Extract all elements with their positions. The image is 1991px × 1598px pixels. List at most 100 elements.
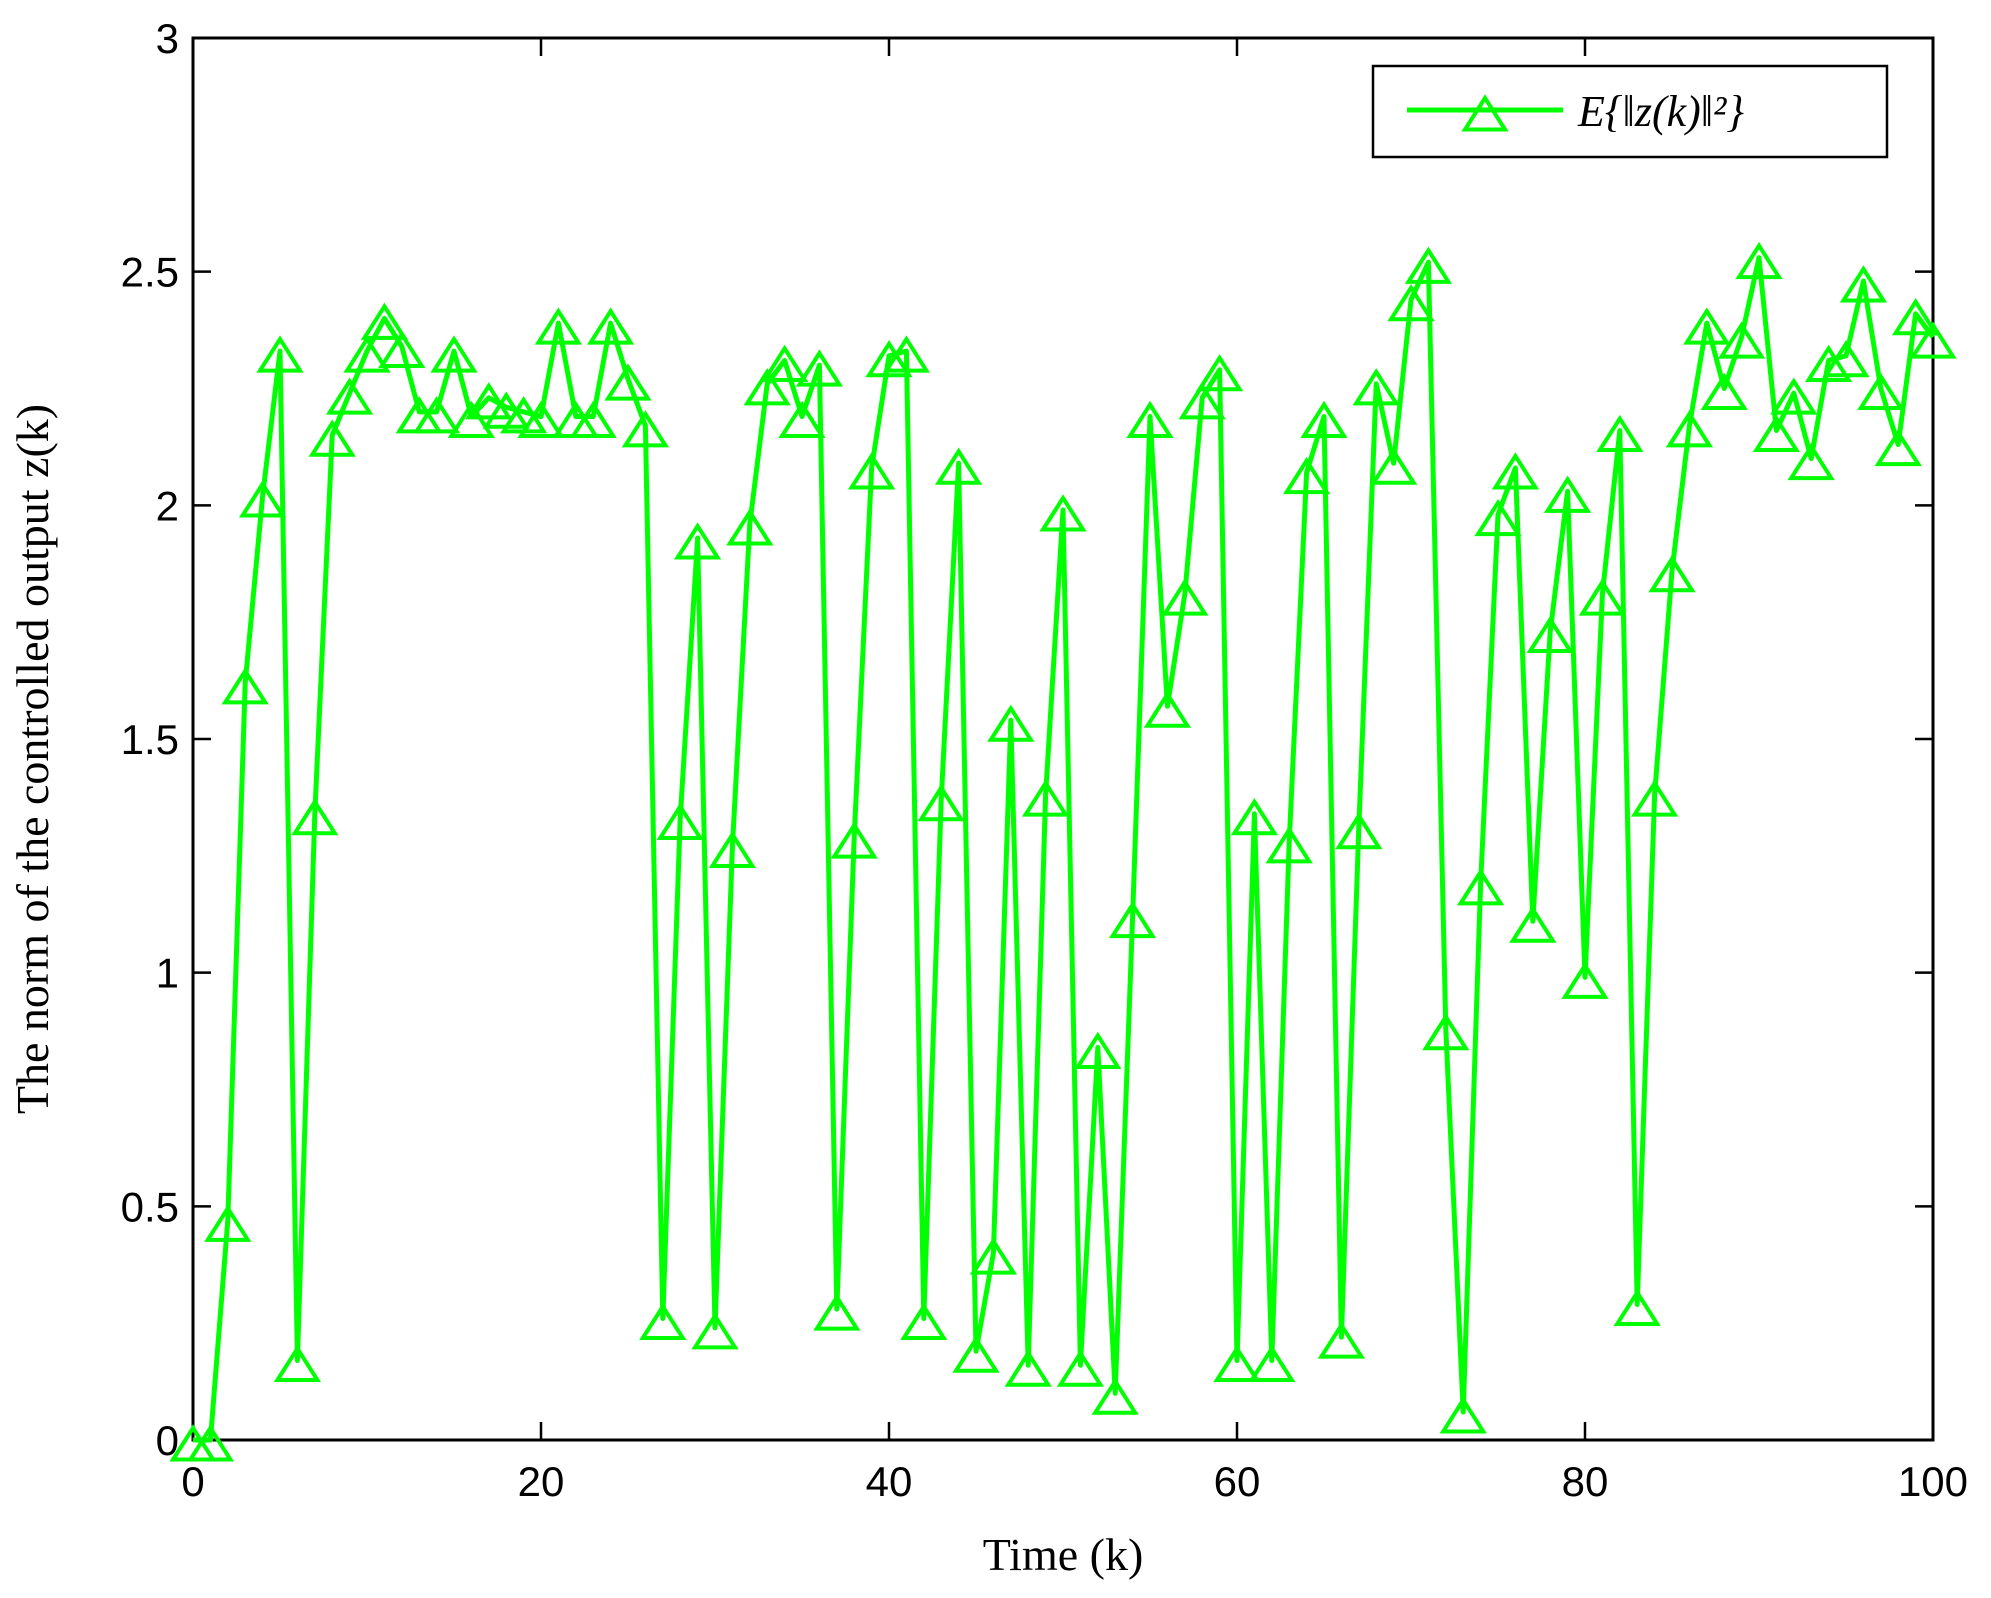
data-point-marker [1387,283,1435,322]
data-point-marker [517,400,565,439]
x-tick-label: 80 [1562,1458,1609,1505]
data-point-marker [1543,475,1592,513]
data-point-marker [673,522,722,560]
data-point-marker [1909,321,1957,359]
data-point-marker [795,349,844,387]
data-point-marker [1561,961,1609,999]
data-point-marker [256,335,304,373]
data-point-marker [1665,410,1714,448]
data-point-marker [1596,414,1644,453]
x-tick-label: 60 [1214,1458,1261,1505]
data-point-marker [1213,1344,1261,1383]
data-point-marker [1630,779,1679,817]
data-point-marker [882,335,931,373]
plot-area [191,36,1935,1442]
data-point-marker [325,377,374,415]
data-point-marker [430,335,478,373]
data-point-marker [1126,400,1174,439]
data-point-marker [621,410,670,448]
data-point-marker [1578,578,1627,616]
data-point-marker [378,330,426,368]
data-point-marker [1752,414,1801,453]
data-point-marker [1717,321,1766,359]
data-point-marker [778,400,826,439]
data-point-marker [1352,368,1400,406]
y-tick-label: 1 [156,950,179,997]
data-point-marker [1056,1349,1105,1387]
y-tick-label: 0 [156,1417,179,1464]
data-point-marker [1300,400,1348,439]
data-point-marker [238,480,287,518]
series-layer [169,241,1957,1462]
x-tick-label: 0 [181,1458,204,1505]
y-tick-label: 0.5 [121,1183,179,1230]
data-point-marker [917,784,965,822]
data-point-marker [465,382,513,420]
x-tick-label: 100 [1898,1458,1968,1505]
data-point-marker [708,830,757,868]
data-point-marker [1422,1013,1470,1051]
data-point-marker [273,1344,322,1383]
data-point-marker [343,335,391,373]
data-point-marker [1491,452,1540,490]
data-point-marker [952,1335,1000,1373]
data-point-marker [412,396,461,434]
data-point-marker [1613,1288,1661,1326]
data-point-marker [1317,1321,1366,1359]
data-point-marker [1683,307,1731,345]
data-point-marker [1230,798,1279,836]
data-point-marker [1839,265,1888,303]
data-point-marker [1161,578,1209,616]
data-point-marker [865,340,913,378]
data-point-marker [743,368,791,406]
data-point-marker [1822,340,1870,378]
data-point-marker [1265,826,1313,864]
data-point-marker [1700,372,1748,410]
x-axis-label-text: Time (k) [983,1529,1144,1580]
data-point-marker [1195,354,1244,392]
data-point-marker [360,302,409,340]
data-point-marker [291,798,339,836]
data-point-marker [447,400,496,439]
data-point-marker [534,307,583,345]
data-point-marker [604,363,652,401]
data-point-marker [639,1302,687,1340]
data-point-marker [1439,1396,1487,1434]
data-point-marker [656,802,704,840]
x-tick-label: 20 [518,1458,565,1505]
data-point-marker [1004,1349,1052,1387]
data-point-marker [987,704,1035,742]
data-point-marker [691,1312,739,1350]
axis-ticks: 0 20 40 60 80 100 0 0.5 1 1.5 2 2.5 3 [121,15,1968,1505]
data-point-marker [760,344,809,382]
legend-entry-label: E{‖z(k)‖²} [1577,87,1744,136]
data-point-marker [1474,498,1522,537]
y-tick-label: 2.5 [121,249,179,296]
data-point-marker [308,419,356,457]
data-point-marker [969,1237,1018,1275]
legend-triangle-marker [1461,94,1509,132]
y-tick-label: 1.5 [121,716,179,763]
data-point-marker [1648,555,1696,593]
data-point-marker [1526,615,1574,654]
data-point-marker [204,1204,252,1242]
data-point-marker [1369,447,1418,485]
data-point-marker [1021,779,1070,817]
data-point-marker [1787,442,1835,481]
data-point-marker [1770,377,1818,415]
data-point-marker [1857,372,1905,410]
data-point-marker [1178,382,1226,420]
data-point-marker [1804,344,1853,382]
y-axis-label: The norm of the controlled output z(k) [7,404,58,1114]
x-axis-label: Time (k) [983,1529,1144,1580]
data-point-marker [1282,456,1331,495]
data-point-marker [1456,868,1505,906]
series-line [193,255,1936,1443]
y-axis-label-text: The norm of the controlled output z(k) [7,404,58,1114]
data-point-marker [1074,1031,1122,1069]
data-point-marker [900,1302,948,1340]
data-point-marker [847,452,896,490]
data-point-marker [726,508,774,546]
data-point-marker [569,400,617,439]
